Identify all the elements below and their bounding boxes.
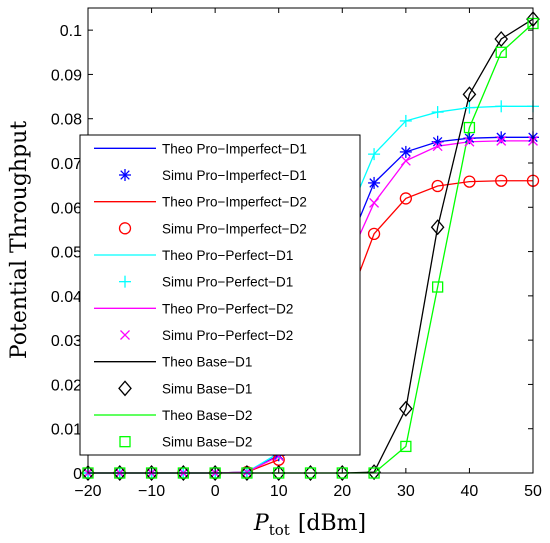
data-point-9-4: [208, 465, 222, 481]
y-tick-label: 0.01: [51, 422, 82, 439]
data-point-7-10: [400, 155, 411, 166]
data-point-3-12: [463, 175, 476, 188]
x-tick-label: 50: [524, 483, 542, 500]
y-tick-label: 0.04: [51, 289, 82, 306]
legend-label-9: Simu Base−D1: [162, 381, 252, 396]
legend-box: [79, 134, 361, 456]
legend-swatch-7: [120, 330, 130, 340]
data-point-9-8: [335, 465, 350, 481]
legend-label-4: Theo Pro−Perfect−D1: [162, 248, 293, 263]
y-tick-label: 0.08: [51, 112, 82, 129]
legend-label-2: Theo Pro−Imperfect−D2: [162, 195, 307, 210]
y-tick-label: 0.02: [51, 377, 82, 394]
data-point-7-11: [432, 141, 443, 152]
data-point-11-13: [495, 46, 507, 58]
legend-label-3: Simu Pro−Imperfect−D2: [162, 221, 307, 236]
data-point-3-10: [399, 192, 413, 205]
y-tick-label: 0.05: [51, 245, 82, 262]
data-point-5-12: [463, 101, 476, 114]
y-tick-label: 0.09: [51, 67, 82, 84]
data-point-3-9: [367, 227, 381, 241]
x-axis-title-main: P: [253, 511, 270, 536]
data-point-11-11: [431, 281, 444, 293]
legend-swatch-9: [118, 380, 132, 397]
data-point-9-13: [494, 31, 509, 47]
x-tick-label: −20: [74, 483, 101, 500]
x-tick-label: 40: [461, 483, 479, 500]
x-tick-label: 0: [211, 483, 220, 500]
data-point-9-6: [271, 465, 286, 481]
legend-swatch-11: [119, 436, 131, 448]
data-point-7-13: [496, 135, 507, 146]
legend-label-0: Theo Pro−Imperfect−D1: [162, 141, 307, 156]
y-tick-label: 0.07: [51, 156, 82, 173]
x-tick-label: 10: [270, 483, 288, 500]
data-point-5-9: [368, 148, 381, 161]
data-point-9-12: [462, 86, 477, 103]
y-axis-title: Potential Throughput: [7, 121, 32, 359]
x-tick-label: −10: [138, 483, 165, 500]
legend-label-11: Simu Base−D2: [162, 435, 252, 450]
data-point-5-13: [495, 100, 508, 113]
data-point-7-12: [464, 136, 475, 147]
data-point-5-11: [431, 106, 444, 119]
data-point-9-7: [303, 465, 318, 481]
x-axis-title-unit: [dBm]: [298, 511, 366, 536]
data-point-7-9: [369, 197, 380, 208]
tick-layer: −20 −10 0 10 20 30 40 50 0 0.01 0.02 0.03 0.04 0.05 0.…: [51, 8, 542, 500]
y-tick-label: 0: [73, 466, 82, 483]
legend-label-5: Simu Pro−Perfect−D1: [162, 275, 293, 290]
y-tick-label: 0.1: [60, 23, 82, 40]
y-tick-label: 0.03: [51, 333, 82, 350]
data-point-9-11: [430, 219, 445, 236]
x-tick-label: 30: [397, 483, 415, 500]
legend-swatch-1: [119, 169, 131, 181]
data-point-1-9: [368, 176, 381, 189]
x-tick-label: 20: [333, 483, 351, 500]
x-axis-title: Ptot [dBm]: [253, 511, 366, 539]
x-axis-title-sub: tot: [269, 521, 290, 539]
data-point-9-5: [240, 465, 254, 481]
legend-swatch-5: [119, 275, 131, 288]
y-tick-label: 0.06: [51, 200, 82, 217]
data-point-11-12: [463, 121, 476, 134]
legend-label-7: Simu Pro−Perfect−D2: [162, 328, 293, 343]
data-point-9-3: [176, 465, 191, 481]
legend: Theo Pro−Imperfect−D1 Simu Pro−Imperfect−…: [79, 134, 361, 456]
data-point-9-10: [399, 400, 413, 417]
data-point-3-11: [431, 179, 444, 193]
data-point-9-2: [144, 465, 159, 481]
data-point-5-10: [399, 114, 412, 127]
data-point-3-13: [495, 174, 508, 187]
legend-label-10: Theo Base−D2: [162, 408, 252, 423]
legend-label-1: Simu Pro−Imperfect−D1: [162, 168, 307, 183]
legend-label-6: Theo Pro−Perfect−D2: [162, 301, 293, 316]
legend-label-8: Theo Base−D1: [162, 355, 252, 370]
data-point-9-1: [112, 465, 127, 481]
legend-swatch-3: [118, 222, 132, 235]
data-point-11-10: [400, 440, 412, 453]
data-point-1-10: [399, 145, 412, 158]
data-point-9-9: [367, 464, 381, 481]
data-point-9-0: [81, 465, 95, 481]
